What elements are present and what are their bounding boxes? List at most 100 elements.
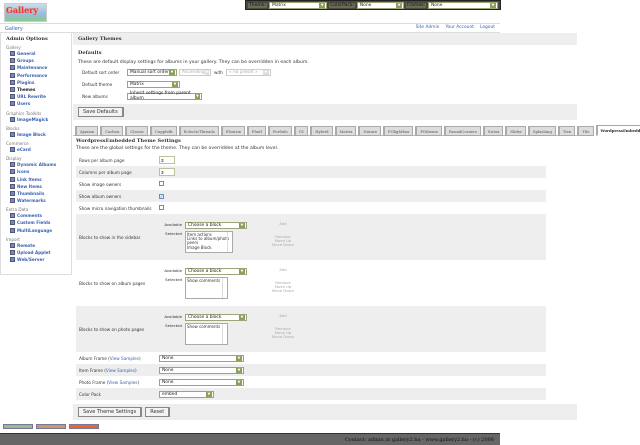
album-frame-select[interactable]: None ▼	[159, 354, 244, 362]
item-frame-view-samples-link[interactable]: View Samples	[105, 367, 136, 373]
item-frame-select[interactable]: None ▼	[159, 366, 244, 374]
add-button[interactable]: Add	[279, 220, 287, 226]
sidebar-item-remote[interactable]: Remote	[6, 242, 68, 249]
new-albums-select[interactable]: Inherit settings from parent album ▼	[127, 91, 202, 101]
tab-forsale[interactable]: ForSale	[267, 126, 292, 136]
tab-siriux[interactable]: Siriux	[482, 126, 504, 136]
theme-value: Matrix	[272, 2, 286, 8]
tab-pglightbox[interactable]: PGlightbox	[383, 126, 414, 136]
badge-icon[interactable]	[36, 424, 66, 429]
tab-matrix[interactable]: Matrix	[334, 126, 357, 136]
sidebar-item-url-rewrite[interactable]: URL Rewrite	[6, 93, 68, 100]
sidebar-item-groups[interactable]: Groups	[6, 57, 68, 64]
sidebar-item-label: Thumbnails	[17, 190, 45, 196]
logout-link[interactable]: Logout	[479, 25, 495, 30]
tab-splashing[interactable]: Splashing	[527, 126, 556, 136]
sidebar-item-custom-fields[interactable]: Custom Fields	[6, 219, 68, 226]
remove-button[interactable]: Remove	[275, 233, 291, 239]
move-down-button[interactable]: Move Down	[271, 287, 295, 293]
site-admin-link[interactable]: Site Admin	[415, 25, 440, 30]
theme-select[interactable]: Matrix ▼	[269, 1, 328, 9]
sidebar-item-multilanguage[interactable]: MultiLanguage	[6, 227, 68, 234]
tab-classic[interactable]: Classic	[125, 126, 149, 136]
move-down-button[interactable]: Move Down	[271, 333, 295, 339]
available-block-select[interactable]: Choose a block ▼	[185, 267, 247, 275]
tab-eclecticthreads[interactable]: EclecticThreads	[178, 126, 219, 136]
move-up-button[interactable]: Move Up	[274, 329, 292, 335]
default-theme-select[interactable]: Matrix ▼	[127, 80, 180, 88]
sidebar-group-label: Display	[6, 156, 22, 162]
preset-select[interactable]: « no preset » ▼	[225, 68, 271, 76]
sidebar-item-comments[interactable]: Comments	[6, 212, 68, 219]
sidebar-item-general[interactable]: General	[6, 50, 68, 57]
photo-frame-select[interactable]: None ▼	[159, 378, 244, 386]
tab-tile[interactable]: Tile	[577, 126, 594, 136]
available-block-select[interactable]: Choose a block ▼	[185, 313, 247, 321]
sidebar-item-link-items[interactable]: Link Items	[6, 175, 68, 182]
image-owners-checkbox[interactable]	[159, 181, 164, 186]
sidebar-item-themes[interactable]: Themes	[6, 86, 68, 93]
tab-hybrid[interactable]: Hybrid	[310, 126, 333, 136]
frames-label: Frames:	[406, 2, 426, 8]
tab-g1[interactable]: G1	[293, 126, 309, 136]
tab-cupplefit[interactable]: Cupplefit	[150, 126, 177, 136]
tab-floatrix[interactable]: Floatrix	[220, 126, 245, 136]
tab-ajaxian[interactable]: Ajaxian	[75, 126, 99, 136]
available-block-select[interactable]: Choose a block ▼	[185, 221, 247, 229]
tab-tien[interactable]: Tien	[557, 126, 576, 136]
sidebar-item-ecard[interactable]: eCard	[6, 146, 68, 153]
badge-icon[interactable]	[3, 424, 33, 429]
tab-roundcorners[interactable]: RoundCorners	[443, 126, 481, 136]
sidebar-item-users[interactable]: Users	[6, 100, 68, 107]
gallery-logo[interactable]: Gallery	[4, 3, 47, 22]
move-down-button[interactable]: Move Down	[271, 241, 295, 247]
selected-blocks-list[interactable]: Item actions Links to album/photo peers …	[185, 230, 233, 253]
sidebar-item-watermarks[interactable]: Watermarks	[6, 197, 68, 204]
add-button[interactable]: Add	[279, 312, 287, 318]
micro-nav-checkbox[interactable]	[159, 205, 164, 210]
sort-order-select[interactable]: Manual sort order ▼	[127, 68, 177, 76]
remove-button[interactable]: Remove	[275, 279, 291, 285]
sidebar-item-performance[interactable]: Performance	[6, 72, 68, 79]
photo-frame-view-samples-link[interactable]: View Samples	[108, 379, 138, 385]
sidebar-item-icons[interactable]: Icons	[6, 168, 68, 175]
sidebar-item-dynamic-albums[interactable]: Dynamic Albums	[6, 161, 68, 168]
tab-fluid[interactable]: Fluid	[246, 126, 266, 136]
album-owners-checkbox[interactable]: ✓	[159, 193, 164, 199]
tab-carbon[interactable]: Carbon	[100, 126, 124, 136]
sidebar-item-web-server[interactable]: Web/Server	[6, 256, 68, 263]
sidebar-item-new-items[interactable]: New Items	[6, 183, 68, 190]
tab-slider[interactable]: Slider	[505, 126, 526, 136]
colorpack-select[interactable]: None ▼	[356, 1, 405, 9]
your-account-link[interactable]: Your Account	[445, 25, 474, 30]
photo-frame-value: None	[162, 379, 174, 385]
theme-settings-title: WordpressEmbedded Theme Settings	[76, 138, 181, 144]
add-button[interactable]: Add	[279, 266, 287, 272]
sort-direction-select[interactable]: Ascending ▼	[179, 68, 211, 76]
cols-input[interactable]	[159, 168, 175, 176]
save-theme-settings-button[interactable]: Save Theme Settings	[78, 407, 143, 417]
save-defaults-button[interactable]: Save Defaults	[78, 107, 124, 117]
reset-button[interactable]: Reset	[145, 407, 171, 417]
album-frame-view-samples-link[interactable]: View Samples	[109, 355, 139, 361]
tab-wordpressembedded[interactable]: WordpressEmbedded	[595, 125, 640, 136]
sidebar-item-thumbnails[interactable]: Thumbnails	[6, 190, 68, 197]
badge-icon[interactable]	[69, 424, 99, 429]
selected-blocks-list[interactable]: Show comments	[185, 322, 228, 345]
remove-button[interactable]: Remove	[275, 325, 291, 331]
selected-blocks-list[interactable]: Show comments	[185, 276, 228, 299]
breadcrumb-gallery[interactable]: Gallery	[5, 26, 23, 32]
color-pack-select[interactable]: embed ▼	[159, 390, 214, 398]
move-up-button[interactable]: Move Up	[274, 283, 292, 289]
tab-nature[interactable]: Nature	[358, 126, 382, 136]
sidebar-item-maintenance[interactable]: Maintenance	[6, 64, 68, 71]
rows-input[interactable]	[159, 156, 175, 164]
sidebar-item-image-block[interactable]: Image Block	[6, 131, 68, 138]
move-up-button[interactable]: Move Up	[274, 237, 292, 243]
tab-pgtheme[interactable]: PGtheme	[415, 126, 442, 136]
frames-select[interactable]: None ▼	[427, 1, 498, 9]
sidebar-item-plugins[interactable]: Plugins	[6, 79, 68, 86]
sidebar-item-upload-applet[interactable]: Upload Applet	[6, 249, 68, 256]
preset-value: « no preset »	[228, 69, 258, 75]
sidebar-item-imagemagick[interactable]: ImageMagick	[6, 116, 68, 123]
